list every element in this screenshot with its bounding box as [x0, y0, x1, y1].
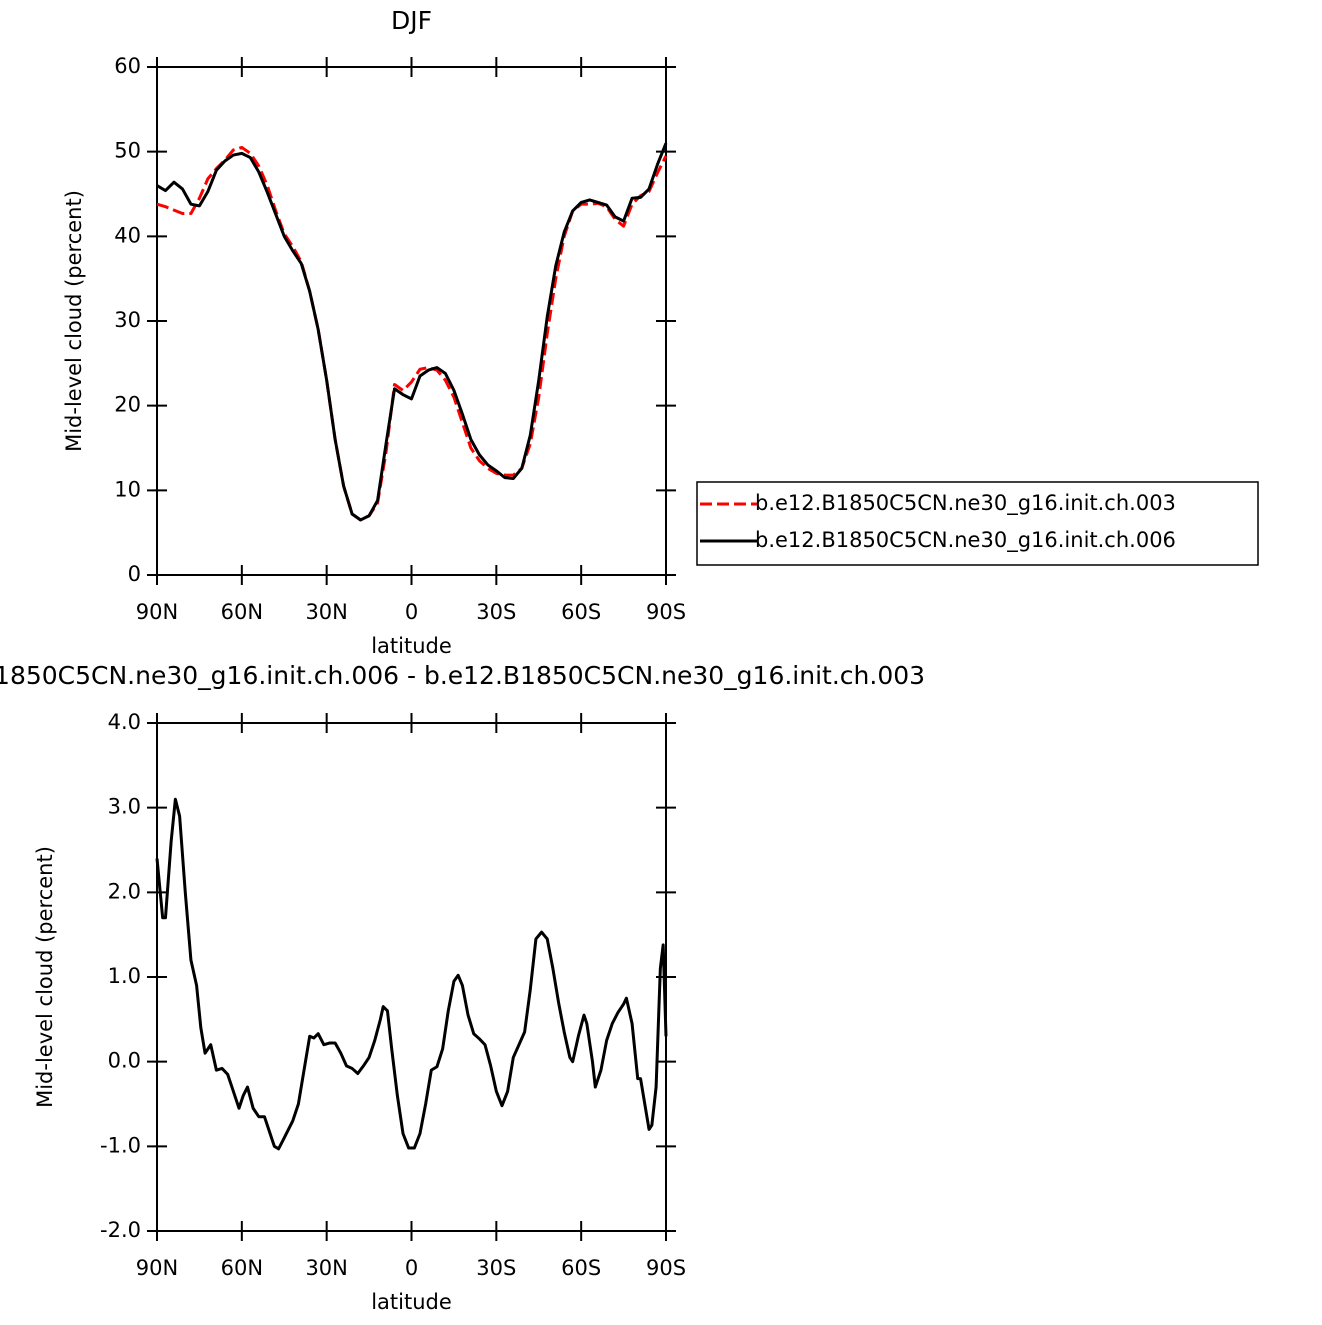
x-tick-label: 60N	[221, 1256, 263, 1280]
y-axis-label: Mid-level cloud (percent)	[62, 190, 86, 452]
x-tick-label: 60S	[561, 600, 601, 624]
data-line	[155, 797, 668, 1151]
y-tick-label: 10	[114, 477, 141, 501]
chart-title: DJF	[391, 6, 432, 35]
y-tick-label: -1.0	[100, 1133, 141, 1157]
legend-box	[696, 481, 1259, 566]
x-tick-label: 60N	[221, 600, 263, 624]
y-tick-label: 2.0	[108, 879, 141, 903]
x-tick-label: 90N	[136, 1256, 178, 1280]
x-tick-label: 60S	[561, 1256, 601, 1280]
y-tick-label: 3.0	[108, 795, 141, 819]
y-tick-label: 1.0	[108, 964, 141, 988]
data-line	[156, 145, 668, 522]
x-tick-label: 90S	[646, 1256, 686, 1280]
plot-frame	[156, 722, 667, 1232]
plot-frame	[156, 66, 667, 576]
y-tick-label: 40	[114, 223, 141, 247]
x-tick-label: 90N	[136, 600, 178, 624]
x-axis-label: latitude	[371, 1290, 452, 1314]
x-tick-label: 0	[405, 600, 418, 624]
y-tick-label: 4.0	[108, 710, 141, 734]
x-axis-label: latitude	[371, 634, 452, 658]
data-line	[156, 142, 668, 522]
y-tick-label: 30	[114, 308, 141, 332]
y-tick-label: 0.0	[108, 1049, 141, 1073]
legend-label: b.e12.B1850C5CN.ne30_g16.init.ch.003	[755, 491, 1176, 516]
y-tick-label: 20	[114, 393, 141, 417]
y-tick-label: 50	[114, 139, 141, 163]
y-tick-label: 60	[114, 54, 141, 78]
legend	[696, 481, 1259, 566]
x-tick-label: 30N	[305, 600, 347, 624]
y-tick-label: 0	[128, 562, 141, 586]
x-tick-label: 90S	[646, 600, 686, 624]
x-tick-label: 30S	[476, 600, 516, 624]
chart-title: b.e12.B1850C5CN.ne30_g16.init.ch.006 - b…	[0, 661, 925, 690]
y-axis-label: Mid-level cloud (percent)	[33, 846, 57, 1108]
legend-label: b.e12.B1850C5CN.ne30_g16.init.ch.006	[755, 528, 1176, 553]
y-tick-label: -2.0	[100, 1218, 141, 1242]
x-tick-label: 0	[405, 1256, 418, 1280]
x-tick-label: 30N	[305, 1256, 347, 1280]
x-tick-label: 30S	[476, 1256, 516, 1280]
